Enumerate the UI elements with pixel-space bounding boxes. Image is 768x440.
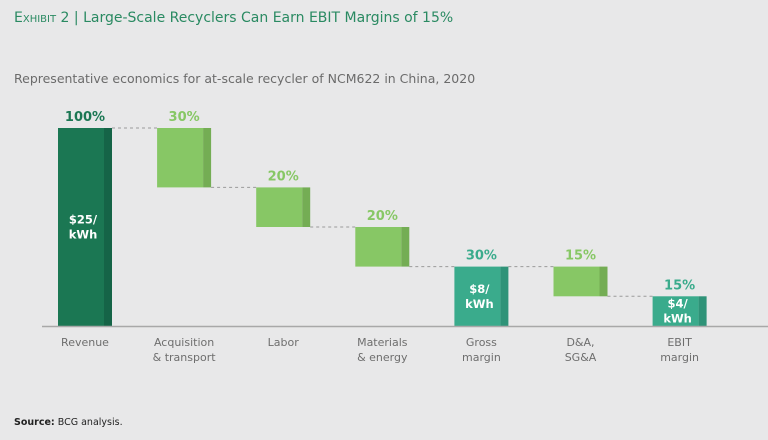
category-label: EBIT [667, 336, 692, 349]
bar-inner-label: $4/ [667, 297, 688, 311]
bar-value-label: 20% [367, 209, 398, 224]
bar-shade-5 [599, 266, 608, 297]
bar-4 [454, 266, 501, 326]
bar-value-label: 30% [169, 110, 200, 125]
category-label: Acquisition [154, 336, 214, 349]
category-label: Revenue [61, 336, 109, 349]
source-text: BCG analysis. [57, 417, 123, 428]
category-label: SG&A [565, 351, 597, 364]
bar-inner-label: kWh [465, 297, 494, 311]
bar-value-label: 20% [268, 169, 299, 184]
bar-shade-2 [302, 187, 311, 227]
bar-value-label: 15% [565, 249, 596, 264]
bar-inner-label: $8/ [469, 282, 490, 296]
title-separator: | [73, 10, 79, 26]
bar-inner-label: kWh [663, 312, 692, 326]
bar-shade-6 [698, 296, 707, 326]
bar-value-label: 100% [65, 110, 105, 125]
bar-2 [256, 187, 303, 227]
bar-value-label: 15% [664, 278, 695, 293]
source-note: Source: BCG analysis. [14, 417, 123, 428]
bar-0 [58, 128, 104, 326]
category-label: margin [462, 351, 501, 364]
bar-6 [652, 296, 699, 326]
bar-shade-3 [401, 227, 410, 267]
category-label: D&A, [566, 336, 594, 349]
bar-shade-1 [203, 128, 212, 188]
chart-subtitle: Representative economics for at-scale re… [14, 71, 476, 86]
source-label: Source: [14, 417, 55, 428]
bar-shade-4 [500, 266, 509, 326]
category-label: margin [660, 351, 699, 364]
exhibit-title: Exhibit 2 | Large-Scale Recyclers Can Ea… [14, 10, 453, 26]
bar-5 [553, 266, 600, 297]
category-label: & energy [357, 351, 408, 364]
bar-shade-0 [104, 128, 112, 326]
category-label: Gross [466, 336, 497, 349]
category-label: & transport [153, 351, 217, 364]
bar-1 [157, 128, 204, 188]
exhibit-label: Exhibit 2 [14, 10, 70, 26]
title-text: Large-Scale Recyclers Can Earn EBIT Marg… [83, 10, 454, 26]
bar-3 [355, 227, 402, 267]
bar-inner-label: $25/ [69, 213, 98, 227]
bar-inner-label: kWh [69, 228, 98, 242]
bar-value-label: 30% [466, 249, 497, 264]
category-label: Labor [268, 336, 300, 349]
category-label: Materials [357, 336, 408, 349]
